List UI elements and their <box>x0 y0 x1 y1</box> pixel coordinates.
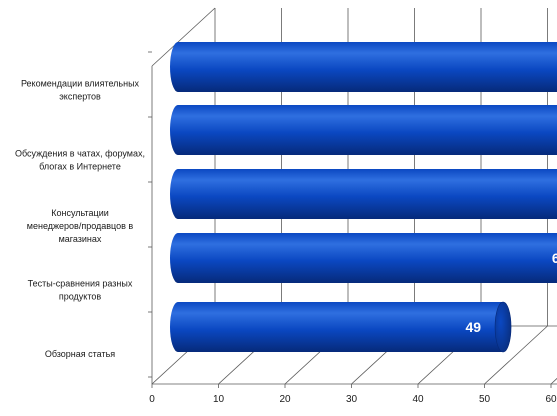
bar-body <box>170 42 557 92</box>
bar-body <box>170 169 557 219</box>
bars <box>170 42 557 353</box>
category-label: магазинах <box>59 234 102 244</box>
bar-3 <box>170 169 557 219</box>
category-label: продуктов <box>59 292 102 302</box>
x-tick-label: 0 <box>149 394 155 405</box>
bar-5 <box>170 301 512 353</box>
bar-body <box>170 302 512 352</box>
x-tick-label: 40 <box>412 394 424 405</box>
x-tick-label: 50 <box>479 394 491 405</box>
bar-body <box>170 233 557 283</box>
bar-body <box>170 105 557 155</box>
category-label: Рекомендации влиятельных <box>21 79 140 89</box>
category-label: экспертов <box>59 92 101 102</box>
labels: 01020304050607070Рекомендации влиятельны… <box>15 79 557 406</box>
data-label: 49 <box>465 319 481 335</box>
category-label: Обсуждения в чатах, форумах, <box>15 149 145 159</box>
floor-line-x-60 <box>550 377 557 385</box>
floor-line-x-50 <box>484 325 548 385</box>
x-tick-label: 20 <box>279 394 291 405</box>
category-label: Консультации <box>51 208 109 218</box>
side-wall-top <box>151 7 216 67</box>
x-tick-label: 10 <box>213 394 225 405</box>
x-tick-label: 30 <box>346 394 358 405</box>
category-label: Обзорная статья <box>45 349 115 359</box>
category-label: Тесты-сравнения разных <box>28 279 133 289</box>
bar-cap <box>494 301 512 353</box>
bar-1 <box>170 42 557 92</box>
x-tick-label: 60 <box>545 394 557 405</box>
bar-4 <box>170 233 557 283</box>
bar-2 <box>170 105 557 155</box>
category-label: менеджеров/продавцов в <box>27 221 134 231</box>
data-label: 62 <box>552 250 557 266</box>
category-label: блогах в Интернете <box>39 162 121 172</box>
